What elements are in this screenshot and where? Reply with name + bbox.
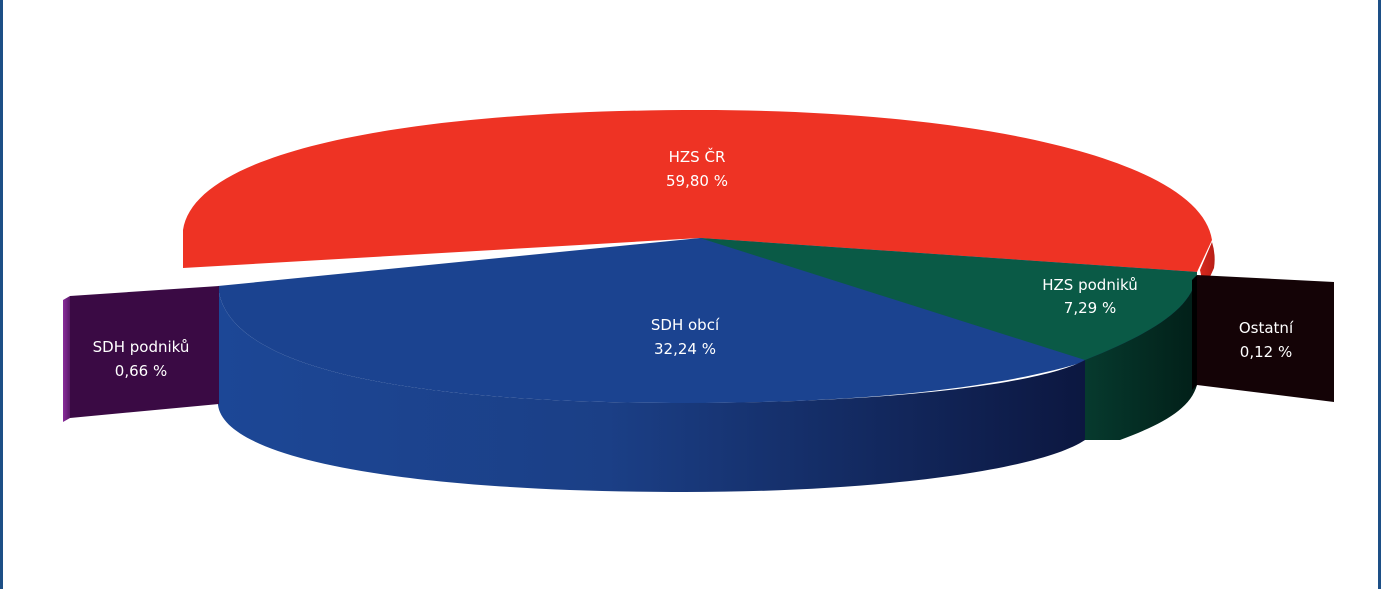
label-hzs-cr-name: HZS ČR	[669, 147, 726, 166]
slice-sdh-podniku	[70, 286, 219, 418]
slice-ostatni	[1197, 275, 1334, 402]
slice-hzs-cr	[183, 110, 1212, 272]
slice-side-sdh-obci	[218, 286, 1085, 492]
slice-side-sdh-podniku	[63, 296, 70, 422]
label-hzs-cr-value: 59,80 %	[666, 172, 728, 190]
label-sdh-obci-value: 32,24 %	[654, 340, 716, 358]
label-ostatni-name: Ostatní	[1239, 319, 1294, 337]
frame-left-border	[0, 0, 3, 589]
label-sdh-podniku-name: SDH podniků	[93, 338, 190, 356]
label-sdh-obci-name: SDH obcí	[651, 316, 720, 334]
label-sdh-podniku-value: 0,66 %	[115, 362, 167, 380]
label-hzs-podniku-name: HZS podniků	[1042, 276, 1137, 294]
slice-hzs-podniku	[700, 238, 1197, 360]
label-hzs-podniku-value: 7,29 %	[1064, 299, 1116, 317]
slice-side-ostatni	[1192, 275, 1197, 390]
slice-side-hzs-podniku	[1085, 272, 1197, 440]
label-ostatni-value: 0,12 %	[1240, 343, 1292, 361]
frame-right-border	[1378, 0, 1381, 589]
